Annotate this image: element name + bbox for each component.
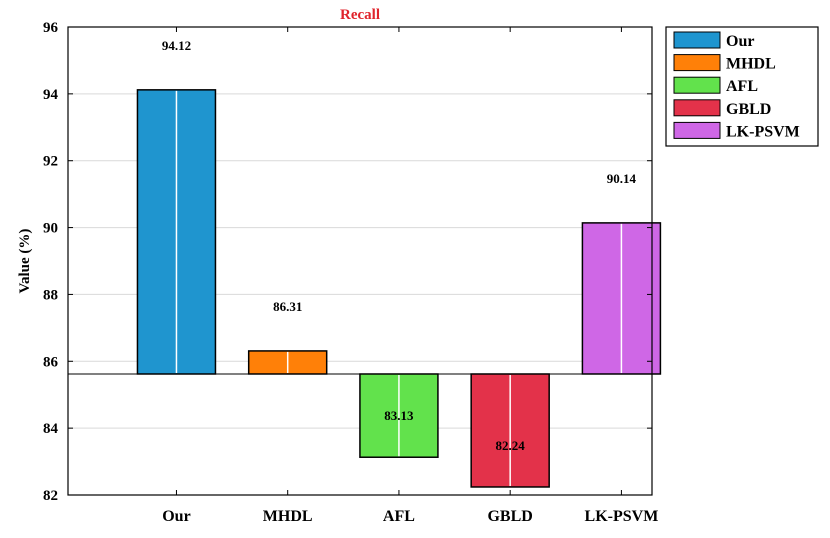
legend-swatch bbox=[673, 99, 721, 117]
value-label: 83.13 bbox=[384, 408, 414, 423]
chart-title: Recall bbox=[340, 7, 380, 23]
x-category-label: GBLD bbox=[487, 508, 532, 525]
value-label: 90.14 bbox=[607, 171, 637, 186]
legend-swatch bbox=[673, 31, 721, 49]
y-tick-label: 84 bbox=[43, 421, 59, 437]
x-category-label: MHDL bbox=[263, 508, 313, 525]
plot-frame bbox=[67, 26, 653, 496]
value-labels: 94.12 86.31 83.13 82.24 90.14 bbox=[162, 38, 637, 453]
bars bbox=[136, 89, 662, 488]
x-category-label: LK-PSVM bbox=[585, 508, 659, 525]
y-tick-label: 82 bbox=[43, 488, 58, 504]
legend: Our MHDL AFL GBLD LK-PSVM bbox=[665, 26, 819, 147]
legend-label: LK-PSVM bbox=[726, 123, 800, 140]
legend-swatch bbox=[673, 54, 721, 72]
legend-label: GBLD bbox=[726, 101, 771, 118]
y-tick-label: 92 bbox=[43, 154, 58, 170]
x-axis-categories: Our MHDL AFL GBLD LK-PSVM bbox=[162, 27, 658, 525]
legend-label: Our bbox=[726, 33, 754, 50]
value-label: 94.12 bbox=[162, 38, 191, 53]
y-tick-label: 86 bbox=[43, 354, 59, 370]
legend-label: MHDL bbox=[726, 56, 776, 73]
legend-swatch bbox=[673, 76, 721, 94]
legend-label: AFL bbox=[726, 78, 758, 95]
y-tick-label: 90 bbox=[43, 221, 58, 237]
x-category-label: AFL bbox=[383, 508, 415, 525]
y-axis-label: Value (%) bbox=[17, 229, 33, 294]
x-category-label: Our bbox=[162, 508, 190, 525]
value-label: 86.31 bbox=[273, 299, 302, 314]
y-tick-label: 96 bbox=[43, 20, 59, 36]
y-tick-label: 94 bbox=[43, 87, 59, 103]
legend-swatch bbox=[673, 121, 721, 139]
y-axis-ticks: 82 84 86 88 90 92 94 96 bbox=[43, 20, 652, 504]
y-tick-label: 88 bbox=[43, 287, 58, 303]
value-label: 82.24 bbox=[496, 438, 526, 453]
